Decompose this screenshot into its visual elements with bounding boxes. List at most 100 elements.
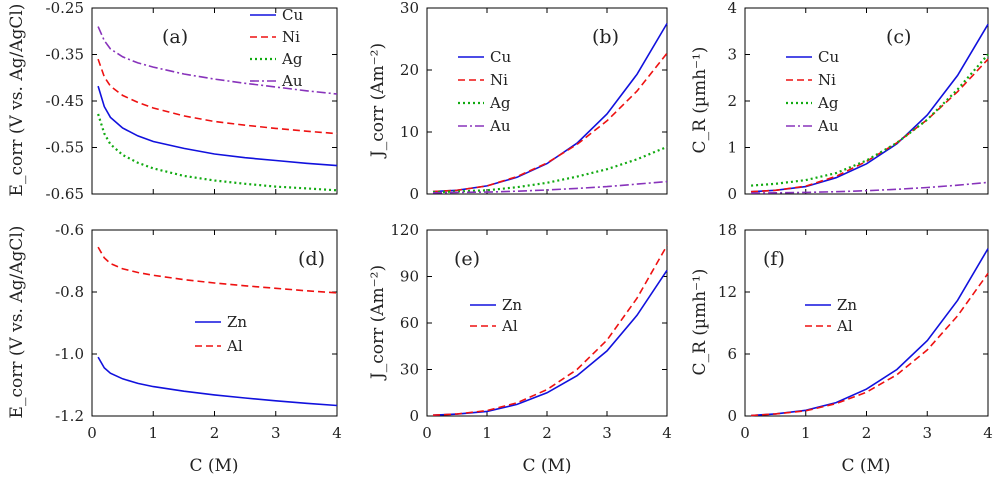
panel-label-c: (c) (886, 26, 911, 48)
xtick-label-d-2: 2 (210, 424, 220, 442)
ylabel-ecorr-bottom-text: E_corr (V vs. Ag/AgCl) (7, 226, 27, 419)
series-d-al (97, 246, 338, 294)
legend-label-c-ag: Ag (817, 94, 839, 112)
series-b-ni (432, 52, 668, 193)
ytick-label-f-3: 18 (718, 221, 737, 239)
legend-label-b-ag: Ag (489, 94, 511, 112)
series-b-au (432, 180, 668, 194)
panel-c-frame (744, 7, 989, 195)
xtick-label-f-4: 4 (983, 424, 993, 442)
ylabel-cr-top: C_R (µmh⁻¹) (690, 47, 710, 154)
ytick-label-f-0: 0 (727, 407, 737, 425)
ytick-label-d-1: -0.8 (55, 283, 84, 301)
ylabel-jcorr-bottom: J_corr (Am⁻²) (368, 265, 388, 381)
ytick-label-c-0: 0 (727, 185, 737, 203)
ytick-label-c-4: 4 (727, 0, 737, 17)
series-c-ni (751, 58, 989, 193)
xtick-label-e-4: 4 (662, 424, 672, 442)
series-a-ni (97, 58, 338, 135)
xtick-label-f-2: 2 (862, 424, 872, 442)
xlabel-d: C (M) (189, 456, 238, 476)
ylabel-ecorr-top-text: E_corr (V vs. Ag/AgCl) (7, 4, 27, 197)
panel-label-a: (a) (162, 26, 188, 48)
legend-label-c-ni: Ni (818, 71, 836, 89)
legend-label-a-ni: Ni (282, 28, 300, 46)
ylabel-cr-bottom: C_R (µmh⁻¹) (690, 269, 710, 376)
ytick-label-c-3: 3 (727, 46, 737, 64)
ytick-label-d-0: -0.6 (55, 221, 84, 239)
legend-label-d-al: Al (226, 337, 243, 355)
legend-label-b-cu: Cu (490, 48, 511, 66)
xtick-label-d-4: 4 (332, 424, 342, 442)
ytick-label-a-0: -0.25 (46, 0, 84, 17)
xtick-label-e-3: 3 (602, 424, 612, 442)
ytick-label-a-2: -0.45 (46, 92, 84, 110)
series-b-cu (432, 23, 668, 193)
ytick-label-b-2: 20 (400, 61, 419, 79)
ytick-label-e-0: 0 (409, 407, 419, 425)
series-c-ag (751, 53, 989, 187)
chart-layer: -0.25-0.35-0.45-0.55-0.65CuNiAgAu0102030… (46, 0, 993, 442)
legend-label-b-ni: Ni (490, 71, 508, 89)
series-e-al (432, 245, 668, 416)
series-f-al (751, 272, 989, 417)
ytick-label-f-1: 6 (727, 345, 737, 363)
xtick-label-f-0: 0 (740, 424, 750, 442)
ytick-label-b-3: 30 (400, 0, 419, 17)
legend-label-a-ag: Ag (281, 50, 303, 68)
ytick-label-b-0: 0 (409, 185, 419, 203)
series-a-au (97, 26, 338, 95)
ytick-label-a-1: -0.35 (46, 46, 84, 64)
ylabel-jcorr-bottom-text: J_corr (Am⁻²) (368, 265, 388, 381)
xtick-label-d-3: 3 (271, 424, 281, 442)
legend-label-b-au: Au (489, 117, 511, 135)
ytick-label-c-1: 1 (727, 139, 737, 157)
panel-label-f: (f) (763, 248, 785, 270)
panel-a (91, 7, 338, 195)
xtick-label-f-1: 1 (801, 424, 811, 442)
ytick-label-d-2: -1.0 (55, 345, 84, 363)
ylabel-jcorr-top-text: J_corr (Am⁻²) (368, 43, 388, 159)
legend-label-d-zn: Zn (227, 313, 247, 331)
ytick-label-b-1: 10 (400, 123, 419, 141)
ylabel-cr-bottom-text: C_R (µmh⁻¹) (690, 269, 710, 376)
xtick-label-e-1: 1 (482, 424, 492, 442)
panel-label-b: (b) (592, 26, 619, 48)
panel-label-e: (e) (454, 248, 480, 270)
ytick-label-c-2: 2 (727, 92, 737, 110)
ylabel-ecorr-top: E_corr (V vs. Ag/AgCl) (7, 4, 27, 197)
legend-label-e-al: Al (501, 317, 518, 335)
panel-c (744, 7, 989, 195)
legend-label-c-cu: Cu (818, 48, 839, 66)
xtick-label-f-3: 3 (922, 424, 932, 442)
legend-label-c-au: Au (817, 117, 839, 135)
ytick-label-f-2: 12 (718, 283, 737, 301)
xtick-label-e-2: 2 (542, 424, 552, 442)
panel-b-frame (426, 7, 668, 195)
ytick-label-e-4: 120 (390, 221, 419, 239)
ytick-label-a-4: -0.65 (46, 185, 84, 203)
series-c-cu (751, 23, 989, 193)
series-a-cu (97, 85, 338, 167)
legend-label-f-zn: Zn (837, 296, 857, 314)
ytick-label-a-3: -0.55 (46, 139, 84, 157)
panel-label-d: (d) (298, 248, 325, 270)
series-e-zn (432, 269, 668, 416)
legend-label-f-al: Al (836, 317, 853, 335)
series-c-au (751, 181, 989, 194)
ytick-label-e-1: 30 (400, 361, 419, 379)
ylabel-ecorr-bottom: E_corr (V vs. Ag/AgCl) (7, 226, 27, 419)
panel-a-frame (91, 7, 338, 195)
legend-label-a-au: Au (281, 72, 303, 90)
ytick-label-e-3: 90 (400, 268, 419, 286)
xtick-label-d-0: 0 (87, 424, 97, 442)
xtick-label-e-0: 0 (422, 424, 432, 442)
xtick-label-d-1: 1 (148, 424, 158, 442)
panel-b (426, 7, 668, 195)
xlabel-e: C (M) (522, 456, 571, 476)
legend-label-e-zn: Zn (502, 296, 522, 314)
legend-label-a-cu: Cu (282, 6, 303, 24)
ytick-label-d-3: -1.2 (55, 407, 84, 425)
ylabel-cr-top-text: C_R (µmh⁻¹) (690, 47, 710, 154)
